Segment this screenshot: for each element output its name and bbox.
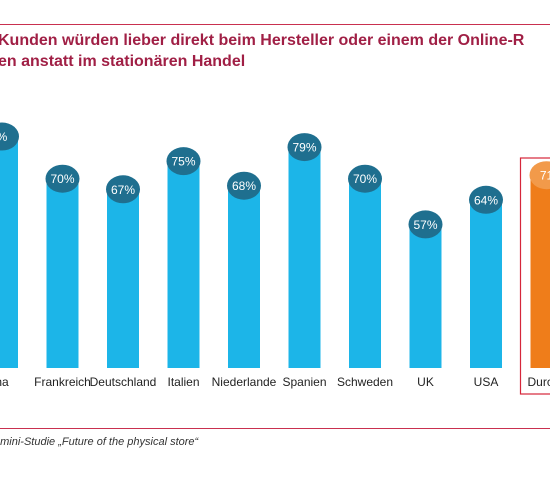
value-bubble-frankreich — [45, 164, 80, 193]
value-bubble-schweden — [348, 164, 382, 193]
value-bubble-niederlande — [227, 171, 261, 200]
top-rule — [0, 24, 550, 25]
bar-schweden — [349, 174, 381, 368]
value-label-durchs: 71 — [540, 169, 550, 183]
category-label-spanien: Spanien — [282, 375, 326, 389]
source-note: emini-Studie „Future of the physical sto… — [0, 436, 199, 448]
value-bubble-usa — [469, 185, 503, 214]
value-label-usa: 64% — [474, 193, 498, 207]
category-label-deutschland: Deutschland — [90, 375, 157, 389]
chart-title-line-1: Kunden würden lieber direkt beim Herstel… — [0, 32, 525, 49]
category-label-schweden: Schweden — [337, 375, 393, 389]
value-label-na: % — [0, 130, 8, 144]
bar-niederlande — [228, 181, 260, 368]
category-label-na: na — [0, 375, 9, 389]
category-label-uk: UK — [417, 375, 434, 389]
category-label-italien: Italien — [167, 375, 199, 389]
value-label-frankreich: 70% — [50, 172, 74, 186]
value-label-schweden: 70% — [353, 172, 377, 186]
bottom-rule — [0, 428, 550, 429]
category-label-niederlande: Niederlande — [212, 375, 277, 389]
chart-title-line-2: en anstatt im stationären Handel — [0, 53, 246, 70]
bar-na — [0, 132, 18, 368]
category-label-durchs: Durchs — [528, 375, 550, 389]
chart-title: Kunden würden lieber direkt beim Herstel… — [0, 30, 550, 72]
value-bubble-uk — [408, 210, 443, 239]
value-bubble-na — [0, 122, 19, 151]
value-label-spanien: 79% — [292, 141, 316, 155]
value-bubble-spanien — [287, 133, 322, 162]
bar-frankreich — [46, 174, 79, 368]
value-label-deutschland: 67% — [111, 183, 135, 197]
bar-deutschland — [107, 185, 139, 368]
bar-usa — [470, 195, 502, 368]
value-label-niederlande: 68% — [232, 179, 256, 193]
bar-spanien — [288, 143, 321, 368]
category-label-usa: USA — [474, 375, 499, 389]
value-bubble-italien — [166, 147, 201, 176]
highlight-box — [519, 157, 550, 395]
bar-italien — [167, 157, 200, 368]
bar-uk — [409, 220, 442, 368]
value-bubble-deutschland — [106, 175, 140, 204]
value-bubble-durchs — [529, 161, 550, 190]
category-label-frankreich: Frankreich — [34, 375, 91, 389]
value-label-italien: 75% — [171, 155, 195, 169]
value-label-uk: 57% — [413, 218, 437, 232]
bar-durchs — [530, 171, 550, 368]
